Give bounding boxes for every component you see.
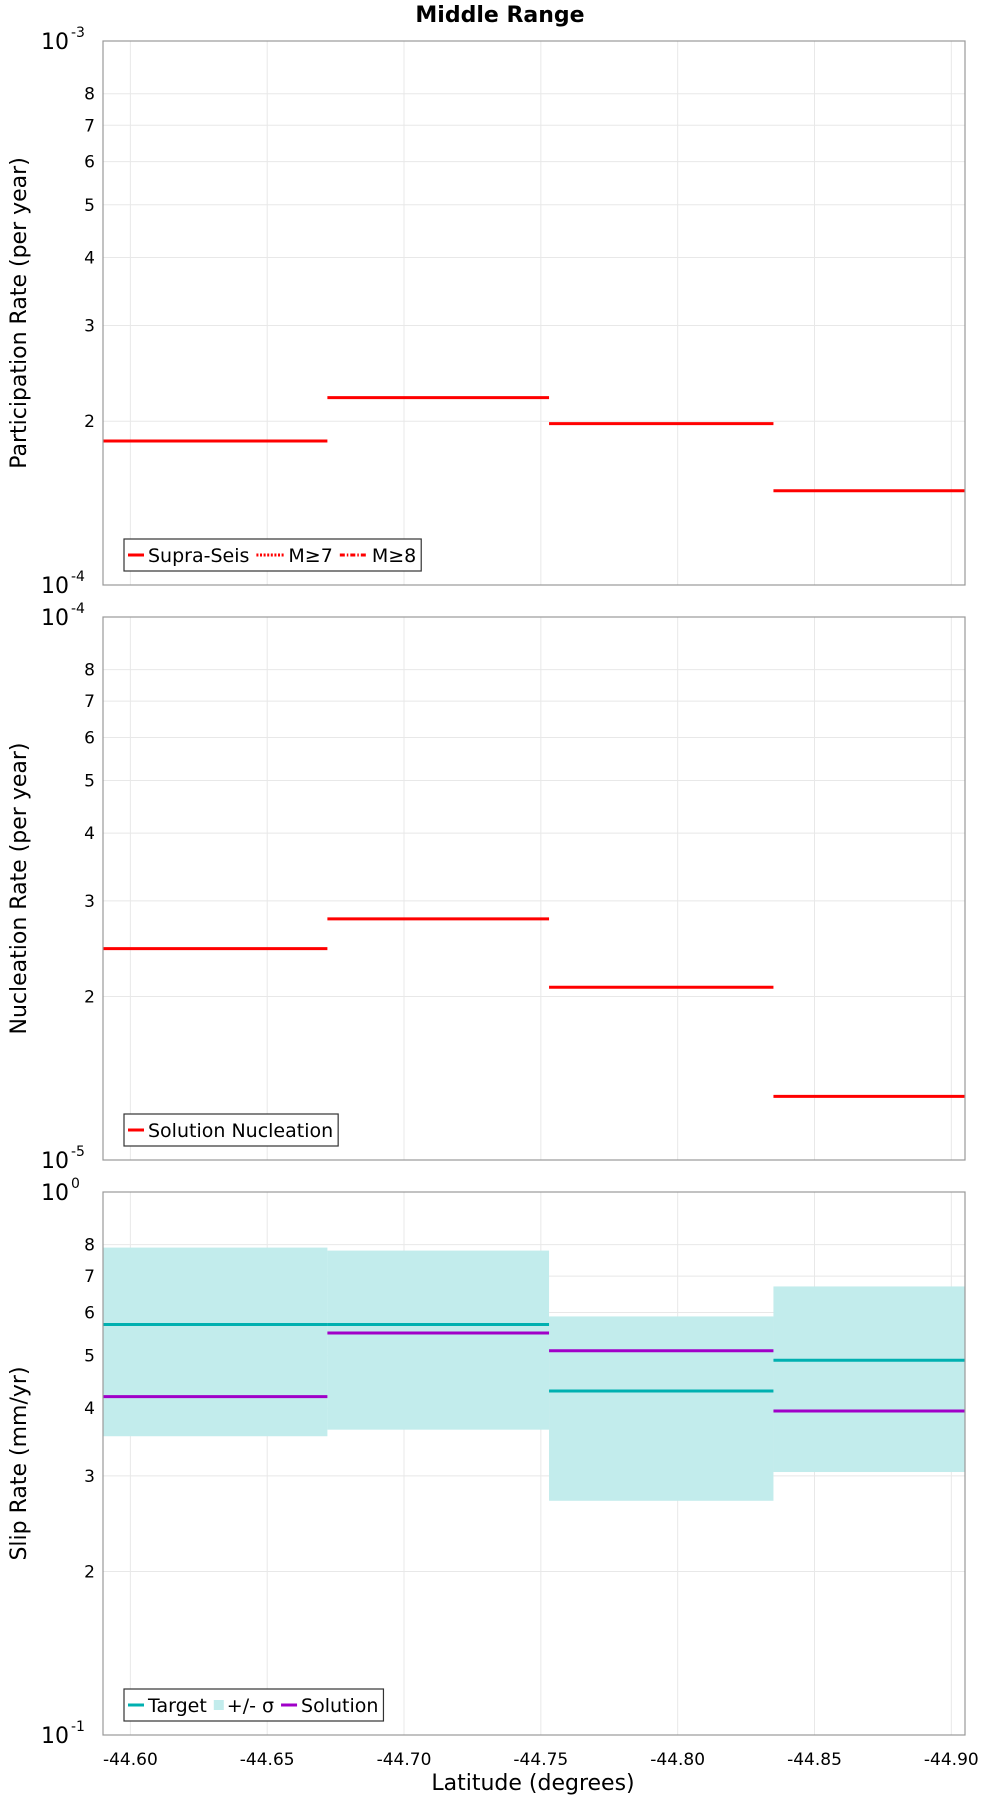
x-axis-label: Latitude (degrees) bbox=[431, 1771, 634, 1796]
y-tick-label: 5 bbox=[84, 196, 95, 216]
y-tick-label: 7 bbox=[84, 1267, 95, 1287]
y-decade-label: 10 -4 bbox=[41, 569, 85, 599]
y-decade-base: 10 bbox=[41, 1181, 69, 1206]
x-tick-label: -44.65 bbox=[240, 1750, 295, 1770]
y-decade-label: 10 -3 bbox=[41, 25, 85, 55]
y-tick-label: 6 bbox=[84, 1303, 95, 1323]
plot-area bbox=[103, 41, 965, 585]
legend: Target +/- σ Solution bbox=[123, 1688, 385, 1722]
y-tick-label: 7 bbox=[84, 692, 95, 712]
chart-title: Middle Range bbox=[415, 3, 584, 28]
y-tick-label: 7 bbox=[84, 116, 95, 136]
y-decade-exponent: 0 bbox=[71, 1176, 80, 1192]
y-tick-label: 4 bbox=[84, 1399, 95, 1419]
legend-entry: Supra-Seis bbox=[148, 545, 249, 567]
legend-entry: Solution Nucleation bbox=[148, 1120, 333, 1142]
plot-area bbox=[103, 617, 965, 1160]
legend-box bbox=[123, 1113, 339, 1147]
y-axis-label: Nucleation Rate (per year) bbox=[7, 743, 32, 1035]
plot-frame bbox=[102, 40, 966, 586]
y-tick-label: 8 bbox=[84, 661, 95, 681]
x-tick-label: -44.80 bbox=[650, 1750, 705, 1770]
legend-entry: +/- σ bbox=[227, 1695, 274, 1717]
y-tick-label: 3 bbox=[84, 316, 95, 336]
plot-frame bbox=[102, 1191, 966, 1736]
y-decade-base: 10 bbox=[41, 1724, 69, 1749]
y-decade-exponent: -5 bbox=[71, 1144, 85, 1160]
y-tick-label: 4 bbox=[84, 824, 95, 844]
y-tick-label: 8 bbox=[84, 1236, 95, 1256]
y-tick-label: 2 bbox=[84, 988, 95, 1008]
sigma-band bbox=[327, 1250, 550, 1430]
y-tick-label: 2 bbox=[84, 1563, 95, 1583]
legend-entry: M≥7 bbox=[288, 545, 332, 567]
y-decade-exponent: -4 bbox=[71, 569, 85, 585]
legend: Solution Nucleation bbox=[123, 1113, 339, 1147]
sigma-band bbox=[773, 1286, 965, 1473]
y-tick-label: 5 bbox=[84, 771, 95, 791]
x-tick-label: -44.70 bbox=[377, 1750, 432, 1770]
y-decade-label: 10 -1 bbox=[41, 1719, 85, 1749]
y-decade-exponent: -1 bbox=[71, 1719, 85, 1735]
y-tick-label: 6 bbox=[84, 153, 95, 173]
legend-entry: M≥8 bbox=[372, 545, 416, 567]
x-tick-label: -44.75 bbox=[513, 1750, 568, 1770]
y-tick-label: 2 bbox=[84, 412, 95, 432]
y-tick-label: 4 bbox=[84, 248, 95, 268]
y-decade-exponent: -3 bbox=[71, 25, 85, 41]
y-tick-label: 3 bbox=[84, 1467, 95, 1487]
y-decade-label: 10 -5 bbox=[41, 1144, 85, 1174]
y-decade-base: 10 bbox=[41, 574, 69, 599]
legend: Supra-Seis M≥7 M≥8 bbox=[123, 538, 422, 572]
y-axis-label: Slip Rate (mm/yr) bbox=[7, 1366, 32, 1560]
y-axis-label: Participation Rate (per year) bbox=[7, 157, 32, 469]
x-tick-label: -44.60 bbox=[103, 1750, 158, 1770]
sigma-band bbox=[549, 1316, 774, 1501]
y-decade-base: 10 bbox=[41, 606, 69, 631]
sigma-band bbox=[103, 1247, 328, 1437]
plot-frame bbox=[102, 616, 966, 1161]
y-tick-label: 5 bbox=[84, 1346, 95, 1366]
y-decade-base: 10 bbox=[41, 30, 69, 55]
x-tick-label: -44.90 bbox=[924, 1750, 979, 1770]
legend-entry: Solution bbox=[301, 1695, 378, 1717]
y-decade-label: 10 -4 bbox=[41, 601, 85, 631]
x-tick-label: -44.85 bbox=[787, 1750, 842, 1770]
legend-swatch bbox=[213, 1700, 224, 1710]
y-tick-label: 3 bbox=[84, 892, 95, 912]
y-decade-label: 10 0 bbox=[41, 1176, 80, 1206]
legend-box bbox=[123, 1688, 385, 1722]
y-decade-exponent: -4 bbox=[71, 601, 85, 617]
y-tick-label: 8 bbox=[84, 85, 95, 105]
legend-entry: Target bbox=[147, 1695, 207, 1717]
y-tick-label: 6 bbox=[84, 728, 95, 748]
y-decade-base: 10 bbox=[41, 1149, 69, 1174]
